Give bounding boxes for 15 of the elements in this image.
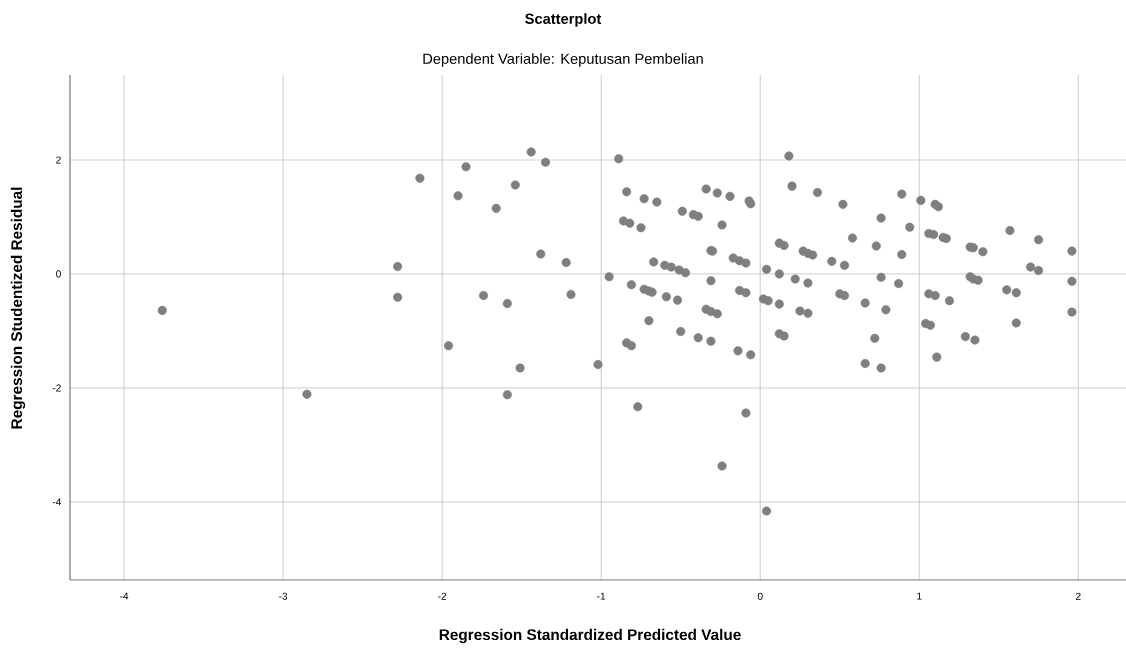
x-tick-label: -3: [279, 592, 288, 600]
chart-subtitle: Dependent Variable: Keputusan Pembelian: [423, 53, 703, 67]
y-tick-label: 2: [56, 156, 61, 164]
y-tick-label: -2: [52, 384, 61, 392]
x-tick-label: 1: [917, 592, 922, 600]
chart-title: Scatterplot: [525, 13, 602, 27]
x-axis-title: Regression Standardized Predicted Value: [439, 628, 741, 644]
x-tick-label: 2: [1076, 592, 1081, 600]
x-tick-label: -1: [597, 592, 606, 600]
x-tick-label: -4: [120, 592, 129, 600]
y-axis-title: Regression Studentized Residual: [10, 187, 26, 429]
y-tick-label: 0: [56, 270, 61, 278]
x-tick-label: -2: [438, 592, 447, 600]
y-tick-label: -4: [52, 498, 61, 506]
x-tick-label: 0: [757, 592, 763, 600]
